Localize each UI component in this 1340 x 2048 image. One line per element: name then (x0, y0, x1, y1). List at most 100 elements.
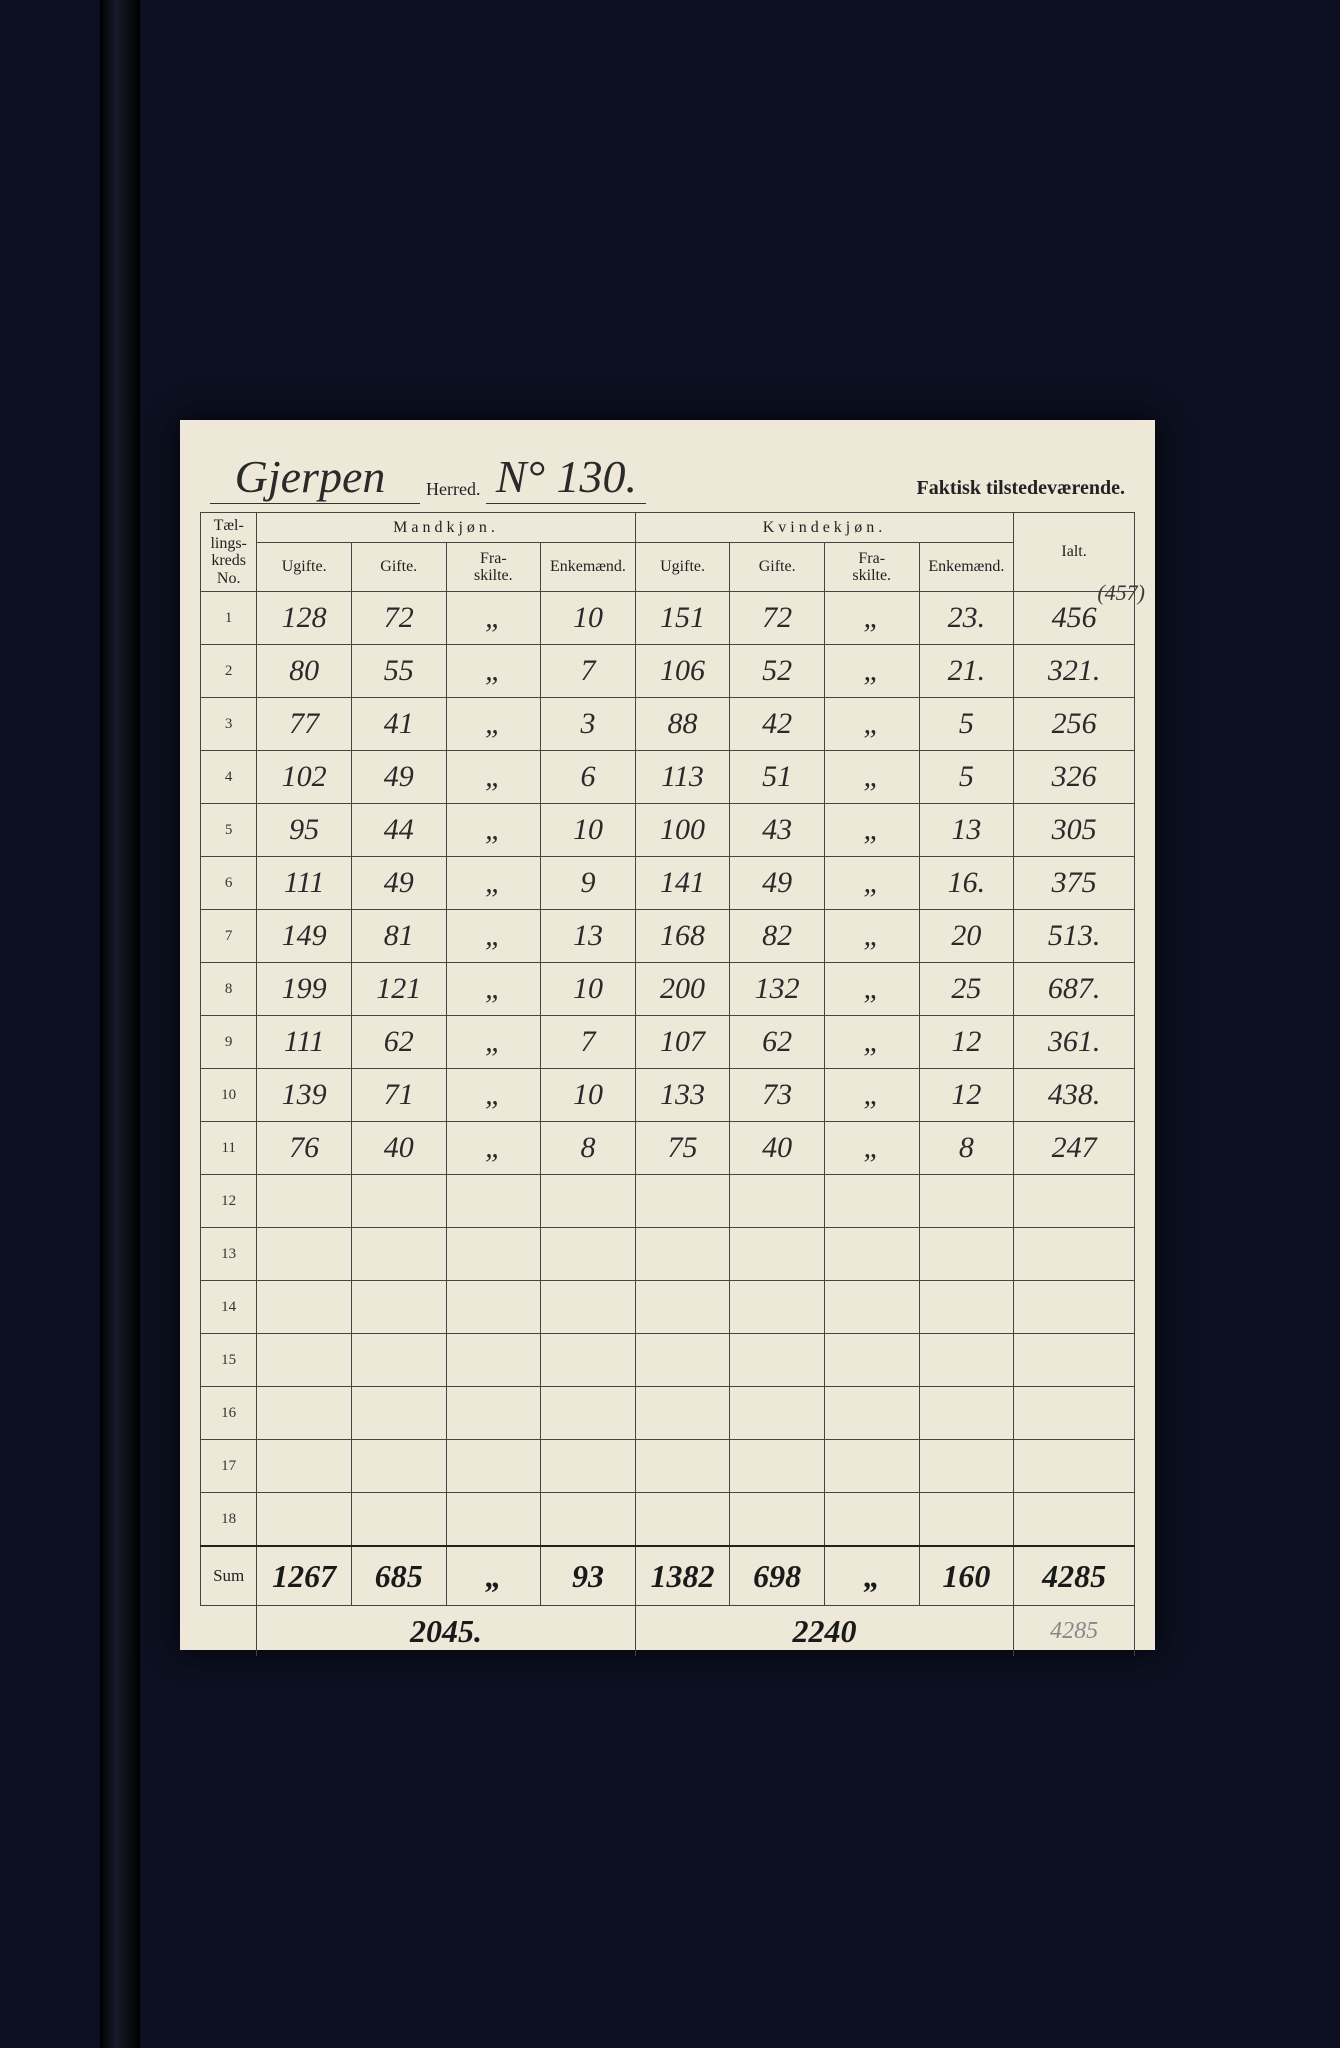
cell-k-enkemand: 13 (919, 804, 1014, 857)
cell-k-gifte: 51 (730, 751, 825, 804)
cell-m-ugifte: 111 (257, 1016, 352, 1069)
col-no-header: Tæl- lings- kreds No. (201, 513, 257, 592)
cell-ialt: 321. (1014, 645, 1135, 698)
cell-k-ugifte: 100 (635, 804, 730, 857)
cell-m-enkemand (541, 1493, 636, 1547)
cell-m-gifte (351, 1228, 446, 1281)
cell-k-fraskilte: „ (824, 857, 919, 910)
cell-m-gifte (351, 1440, 446, 1493)
table-body: 112872„1015172„23.45628055„710652„21.321… (201, 592, 1135, 1547)
cell-m-ugifte: 102 (257, 751, 352, 804)
cell-m-enkemand: 13 (541, 910, 636, 963)
cell-k-fraskilte (824, 1493, 919, 1547)
cell-k-fraskilte (824, 1440, 919, 1493)
cell-m-fraskilte (446, 1387, 541, 1440)
cell-k-gifte (730, 1493, 825, 1547)
cell-k-gifte: 82 (730, 910, 825, 963)
table-row: 12 (201, 1175, 1135, 1228)
table-row: 117640„87540„8247 (201, 1122, 1135, 1175)
cell-m-gifte: 121 (351, 963, 446, 1016)
cell-m-gifte: 49 (351, 751, 446, 804)
cell-k-gifte (730, 1440, 825, 1493)
cell-k-enkemand (919, 1334, 1014, 1387)
row-number: 14 (201, 1281, 257, 1334)
cell-ialt (1014, 1175, 1135, 1228)
row-number: 5 (201, 804, 257, 857)
herred-label: Herred. (420, 479, 486, 504)
cell-m-enkemand: 10 (541, 1069, 636, 1122)
cell-k-fraskilte: „ (824, 963, 919, 1016)
col-mand-group: Mandkjøn. (257, 513, 635, 543)
table-row: 714981„1316882„20513. (201, 910, 1135, 963)
col-m-fraskilte: Fra- skilte. (446, 543, 541, 592)
cell-ialt: 305 (1014, 804, 1135, 857)
col-m-gifte: Gifte. (351, 543, 446, 592)
row-number: 1 (201, 592, 257, 645)
cell-m-enkemand: 9 (541, 857, 636, 910)
cell-m-gifte (351, 1281, 446, 1334)
table-row: 14 (201, 1281, 1135, 1334)
row-number: 15 (201, 1334, 257, 1387)
col-k-enkemand: Enkemænd. (919, 543, 1014, 592)
cell-m-enkemand (541, 1334, 636, 1387)
cell-m-enkemand: 6 (541, 751, 636, 804)
herred-name: Gjerpen (210, 450, 420, 504)
cell-m-fraskilte: „ (446, 804, 541, 857)
cell-m-fraskilte (446, 1175, 541, 1228)
cell-m-enkemand (541, 1281, 636, 1334)
row-number: 3 (201, 698, 257, 751)
cell-k-enkemand: 23. (919, 592, 1014, 645)
sheet-header: Gjerpen Herred. N° 130. Faktisk tilstede… (200, 450, 1135, 504)
cell-k-fraskilte (824, 1228, 919, 1281)
cell-k-gifte: 62 (730, 1016, 825, 1069)
cell-ialt: 361. (1014, 1016, 1135, 1069)
cell-m-ugifte (257, 1175, 352, 1228)
cell-k-enkemand (919, 1387, 1014, 1440)
cell-k-ugifte: 133 (635, 1069, 730, 1122)
cell-m-enkemand (541, 1440, 636, 1493)
cell-k-fraskilte: „ (824, 645, 919, 698)
row-number: 4 (201, 751, 257, 804)
table-head: Tæl- lings- kreds No. Mandkjøn. Kvindekj… (201, 513, 1135, 592)
table-row: 16 (201, 1387, 1135, 1440)
subtotal-row: 2045. 2240 4285 (201, 1606, 1135, 1657)
table-row: 1013971„1013373„12438. (201, 1069, 1135, 1122)
row-number: 7 (201, 910, 257, 963)
cell-k-ugifte: 113 (635, 751, 730, 804)
cell-k-gifte (730, 1228, 825, 1281)
cell-m-ugifte (257, 1440, 352, 1493)
row-number: 16 (201, 1387, 257, 1440)
subtotal-faint: 4285 (1014, 1606, 1135, 1657)
cell-m-fraskilte: „ (446, 1069, 541, 1122)
col-m-enkemand: Enkemænd. (541, 543, 636, 592)
row-number: 6 (201, 857, 257, 910)
cell-m-ugifte (257, 1334, 352, 1387)
cell-ialt (1014, 1228, 1135, 1281)
cell-k-enkemand (919, 1440, 1014, 1493)
cell-m-fraskilte: „ (446, 1122, 541, 1175)
sum-m-f: „ (446, 1546, 541, 1606)
cell-m-ugifte: 95 (257, 804, 352, 857)
cell-k-gifte: 49 (730, 857, 825, 910)
sum-k-g: 698 (730, 1546, 825, 1606)
cell-k-enkemand: 16. (919, 857, 1014, 910)
cell-m-gifte (351, 1493, 446, 1547)
cell-k-gifte: 73 (730, 1069, 825, 1122)
cell-k-fraskilte (824, 1387, 919, 1440)
herred-number: N° 130. (486, 450, 646, 504)
cell-m-gifte: 72 (351, 592, 446, 645)
cell-k-fraskilte (824, 1334, 919, 1387)
cell-m-ugifte (257, 1228, 352, 1281)
row-number: 9 (201, 1016, 257, 1069)
cell-m-gifte: 71 (351, 1069, 446, 1122)
cell-k-enkemand: 12 (919, 1016, 1014, 1069)
cell-ialt: 247 (1014, 1122, 1135, 1175)
cell-k-fraskilte: „ (824, 1016, 919, 1069)
cell-m-fraskilte: „ (446, 963, 541, 1016)
cell-m-gifte: 44 (351, 804, 446, 857)
table-row: 410249„611351„5326 (201, 751, 1135, 804)
sum-ialt: 4285 (1014, 1546, 1135, 1606)
cell-m-gifte (351, 1175, 446, 1228)
cell-k-fraskilte: „ (824, 910, 919, 963)
cell-k-enkemand: 5 (919, 698, 1014, 751)
